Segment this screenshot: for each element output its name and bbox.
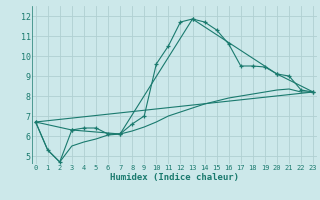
X-axis label: Humidex (Indice chaleur): Humidex (Indice chaleur) <box>110 173 239 182</box>
